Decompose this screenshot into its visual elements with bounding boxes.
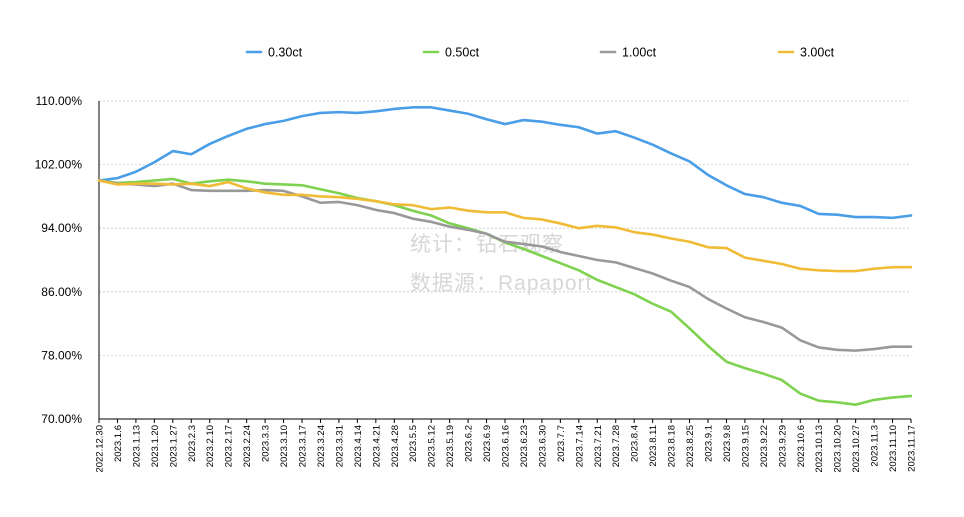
x-tick-label: 2023.9.1 — [704, 425, 715, 462]
x-axis-ticks: 2022.12.30 2023.1.6 2023.1.13 2023.1.20 2023… — [95, 425, 918, 473]
legend-label: 0.30ct — [268, 46, 303, 60]
series-line-1.00ct — [97, 179, 913, 352]
x-tick-label: 2023.2.10 — [205, 425, 216, 467]
y-axis-ticks: 70.00% 78.00% 86.00% 94.00% 102.00% 110.00% — [35, 94, 83, 426]
legend-label: 1.00ct — [622, 46, 657, 60]
x-tick-label: 2023.7.28 — [611, 425, 622, 467]
legend-label: 3.00ct — [800, 46, 835, 60]
x-tick-label: 2023.10.13 — [814, 425, 825, 473]
x-tick-label: 2023.10.6 — [796, 425, 807, 467]
y-tick-label: 102.00% — [35, 158, 83, 172]
x-tick-label: 2023.7.14 — [574, 425, 585, 467]
x-tick-label: 2023.5.12 — [427, 425, 438, 467]
x-tick-label: 2023.4.28 — [390, 425, 401, 467]
x-tick-label: 2023.8.25 — [685, 425, 696, 467]
x-tick-label: 2023.9.29 — [777, 425, 788, 467]
legend: 0.30ct 0.50ct 1.00ct 3.00ct — [245, 46, 835, 60]
x-tick-label: 2023.6.9 — [482, 425, 493, 462]
x-tick-label: 2023.10.27 — [851, 425, 862, 473]
x-tick-label: 2022.12.30 — [95, 425, 106, 473]
x-tick-label: 2023.6.16 — [501, 425, 512, 467]
x-tick-label: 2023.2.17 — [224, 425, 235, 467]
x-tick-label: 2023.4.21 — [371, 425, 382, 467]
x-tick-label: 2023.11.10 — [888, 425, 899, 472]
series-line-3.00ct — [97, 179, 913, 273]
x-tick-label: 2023.4.14 — [353, 425, 364, 467]
y-tick-label: 94.00% — [41, 221, 82, 235]
x-tick-label: 2023.5.5 — [408, 425, 419, 462]
series-line-0.30ct — [97, 106, 913, 220]
y-tick-label: 78.00% — [41, 348, 82, 362]
x-tick-label: 2023.7.7 — [556, 425, 567, 462]
x-tick-label: 2023.7.21 — [593, 425, 604, 467]
x-tick-label: 2023.8.18 — [667, 425, 678, 467]
x-tick-label: 2023.6.30 — [537, 425, 548, 467]
x-tick-label: 2023.3.17 — [298, 425, 309, 467]
x-tick-label: 2023.1.13 — [131, 425, 142, 467]
grid-lines — [99, 100, 911, 356]
x-tick-label: 2023.5.19 — [445, 425, 456, 467]
watermark-line-1: 统计：钻石观察 — [410, 233, 564, 256]
y-tick-label: 70.00% — [41, 412, 82, 426]
x-tick-label: 2023.3.31 — [334, 425, 345, 467]
x-tick-label: 2023.6.23 — [519, 425, 530, 467]
x-tick-label: 2023.2.3 — [187, 425, 198, 462]
watermark-line-2: 数据源：Rapaport — [410, 272, 592, 295]
x-tick-label: 2023.1.27 — [168, 425, 179, 467]
series-lines — [97, 106, 913, 406]
watermark: 统计：钻石观察 数据源：Rapaport — [410, 233, 592, 295]
x-tick-label: 2023.10.20 — [833, 425, 844, 473]
x-tick-label: 2023.8.11 — [648, 425, 659, 467]
x-tick-label: 2023.3.10 — [279, 425, 290, 467]
x-tick-label: 2023.1.6 — [113, 425, 124, 462]
legend-label: 0.50ct — [445, 46, 480, 60]
x-tick-label: 2023.6.2 — [464, 425, 475, 462]
x-tick-label: 2023.1.20 — [150, 425, 161, 467]
x-tick-label: 2023.8.4 — [630, 425, 641, 462]
y-tick-label: 110.00% — [36, 94, 83, 108]
x-tick-label: 2023.3.3 — [261, 425, 272, 462]
x-tick-label: 2023.9.22 — [759, 425, 770, 467]
x-tick-label: 2023.3.24 — [316, 425, 327, 467]
axes — [98, 101, 912, 423]
x-tick-label: 2023.9.8 — [722, 425, 733, 462]
x-tick-label: 2023.11.17 — [907, 425, 918, 472]
y-tick-label: 86.00% — [41, 285, 82, 299]
x-tick-label: 2023.11.3 — [870, 425, 881, 467]
x-tick-label: 2023.9.15 — [740, 425, 751, 467]
x-tick-label: 2023.2.24 — [242, 425, 253, 467]
